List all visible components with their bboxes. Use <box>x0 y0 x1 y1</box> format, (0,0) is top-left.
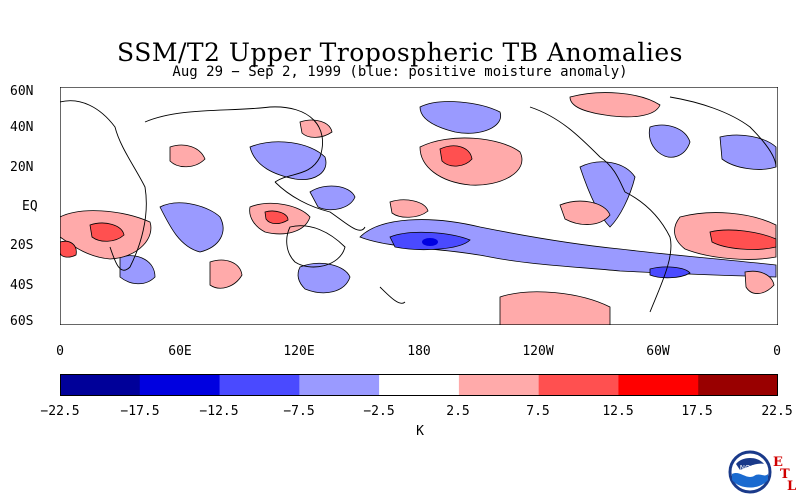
anomaly-region <box>648 124 691 158</box>
lat-label: 40N <box>10 120 34 135</box>
anomaly-region <box>89 222 125 242</box>
lat-label: 60N <box>10 84 34 99</box>
lat-label: 60S <box>10 314 34 329</box>
colorbar-swatch <box>618 374 699 396</box>
coastline <box>669 96 777 168</box>
colorbar-swatch <box>219 374 300 396</box>
anomaly-region <box>709 229 777 250</box>
colorbar-swatch <box>698 374 778 396</box>
lat-label: 40S <box>10 278 34 293</box>
coastline <box>274 181 366 231</box>
coastline <box>286 225 346 268</box>
colorbar-swatch <box>538 374 619 396</box>
colorbar-swatch <box>139 374 221 396</box>
logo-text: NOAA <box>740 464 761 472</box>
colorbar-tick: 17.5 <box>681 404 713 419</box>
coastline <box>60 100 147 271</box>
anomaly-region <box>209 259 243 289</box>
anomaly-region <box>119 255 156 285</box>
colorbar-swatch <box>379 374 460 396</box>
colorbar-tick: −12.5 <box>199 404 239 419</box>
units-label: K <box>416 424 424 439</box>
noaa-logo-icon: NOAA <box>728 450 772 494</box>
lon-label: 60W <box>646 344 670 359</box>
colorbar-tick: −17.5 <box>120 404 160 419</box>
colorbar-frame <box>60 374 778 396</box>
lon-label: 120E <box>283 344 315 359</box>
coastline <box>379 286 406 304</box>
anomaly-region <box>499 291 611 325</box>
colorbar-swatch <box>60 374 141 396</box>
anomaly-region <box>649 266 691 279</box>
coastline <box>624 191 672 313</box>
anomaly-region <box>309 185 356 211</box>
anomaly-region <box>169 144 206 168</box>
coastline <box>144 106 323 183</box>
anomaly-region <box>744 270 775 294</box>
lon-label: 0 <box>56 344 64 359</box>
colorbar <box>60 374 778 396</box>
colorbar-swatch <box>299 374 380 396</box>
negative-anomalies <box>119 101 777 294</box>
lon-label: 60E <box>168 344 192 359</box>
anomaly-region <box>159 202 224 253</box>
logo-letter: E <box>773 455 783 470</box>
anomaly-region <box>439 145 473 167</box>
colorbar-tick: −2.5 <box>363 404 395 419</box>
anomaly-region <box>559 200 611 225</box>
colorbar-tick: 2.5 <box>446 404 470 419</box>
coastline <box>529 106 626 193</box>
colorbar-tick: 12.5 <box>602 404 634 419</box>
anomaly-region <box>60 240 77 258</box>
anomaly-region <box>419 101 501 134</box>
anomaly-map <box>60 87 778 325</box>
lon-label: 120W <box>522 344 554 359</box>
colorbar-tick: −22.5 <box>40 404 80 419</box>
anomaly-region <box>389 199 429 218</box>
anomaly-region <box>264 210 289 225</box>
anomaly-region <box>569 92 661 118</box>
colorbar-swatch <box>458 374 540 396</box>
anomaly-region <box>297 263 351 294</box>
anomaly-region <box>359 219 777 278</box>
logo-letter: T <box>780 467 790 482</box>
positive-core <box>60 145 777 258</box>
lat-label: EQ <box>22 199 38 214</box>
lon-label: 180 <box>407 344 431 359</box>
colorbar-tick: 7.5 <box>526 404 550 419</box>
colorbar-tick: −7.5 <box>283 404 315 419</box>
lat-label: 20S <box>10 238 34 253</box>
chart-subtitle: Aug 29 − Sep 2, 1999 (blue: positive moi… <box>172 64 628 80</box>
chart-title: SSM/T2 Upper Tropospheric TB Anomalies <box>117 38 683 67</box>
colorbar-tick: 22.5 <box>761 404 793 419</box>
coastlines <box>60 96 777 313</box>
logo-letter: L <box>787 479 797 494</box>
anomaly-region <box>422 238 438 246</box>
lat-label: 20N <box>10 160 34 175</box>
negative-peak <box>422 238 438 246</box>
lon-label: 0 <box>773 344 781 359</box>
